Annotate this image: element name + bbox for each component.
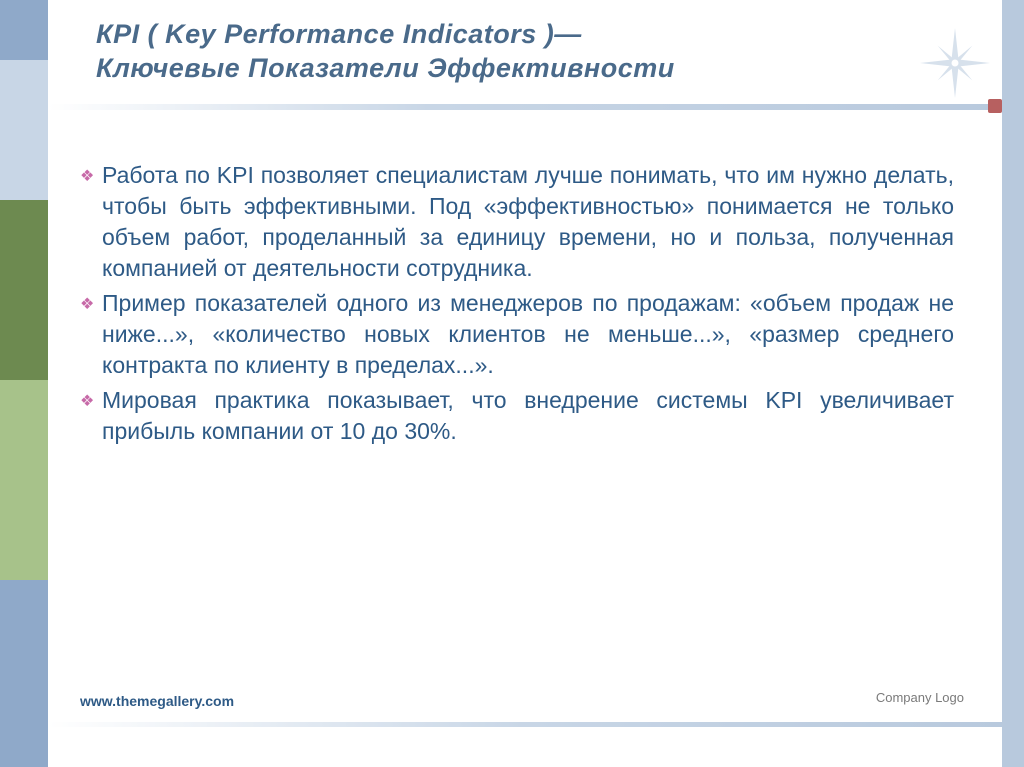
slide-title: КPI ( Key Performance Indicators )— Ключ… — [96, 18, 964, 86]
footer-logo: Company Logo — [876, 690, 964, 705]
bullet-item: ❖ Мировая практика показывает, что внедр… — [80, 385, 954, 447]
bullet-text: Пример показателей одного из менеджеров … — [102, 288, 954, 381]
sidebar-block-2 — [0, 60, 48, 200]
diamond-icon: ❖ — [80, 288, 102, 314]
title-area: КPI ( Key Performance Indicators )— Ключ… — [96, 18, 964, 86]
slide: КPI ( Key Performance Indicators )— Ключ… — [0, 0, 1024, 767]
sidebar-block-4 — [0, 380, 48, 580]
body-content: ❖ Работа по KPI позволяет специалистам л… — [80, 160, 954, 451]
bullet-item: ❖ Работа по KPI позволяет специалистам л… — [80, 160, 954, 284]
title-line-2: Ключевые Показатели Эффективности — [96, 53, 675, 83]
sidebar-block-3 — [0, 200, 48, 380]
sidebar-block-5 — [0, 580, 48, 767]
bullet-text: Мировая практика показывает, что внедрен… — [102, 385, 954, 447]
left-sidebar — [0, 0, 48, 767]
right-strip — [1002, 0, 1024, 767]
bullet-text: Работа по KPI позволяет специалистам луч… — [102, 160, 954, 284]
diamond-icon: ❖ — [80, 160, 102, 186]
bottom-underline — [48, 722, 1002, 727]
title-line-1: КPI ( Key Performance Indicators )— — [96, 19, 582, 49]
diamond-icon: ❖ — [80, 385, 102, 411]
title-underline — [48, 104, 1002, 110]
sidebar-block-1 — [0, 0, 48, 60]
footer-url: www.themegallery.com — [80, 693, 234, 709]
bullet-item: ❖ Пример показателей одного из менеджеро… — [80, 288, 954, 381]
accent-square-icon — [988, 99, 1002, 113]
